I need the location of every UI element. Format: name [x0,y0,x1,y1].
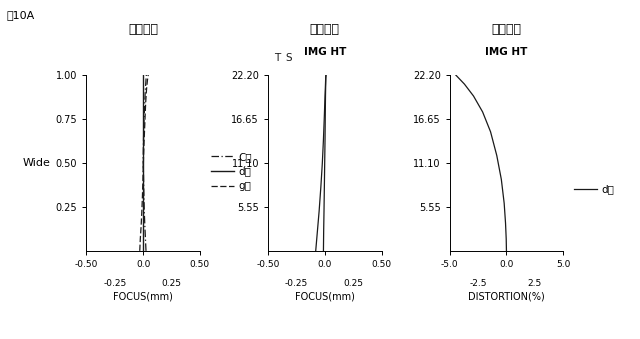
Text: -0.25: -0.25 [285,279,308,287]
Text: 球面収差: 球面収差 [128,23,158,36]
Text: -2.5: -2.5 [469,279,487,287]
Text: T: T [274,54,280,63]
Text: 0.25: 0.25 [343,279,363,287]
X-axis label: DISTORTION(%): DISTORTION(%) [468,291,545,301]
Text: IMG HT: IMG HT [303,47,346,57]
Text: 0.25: 0.25 [161,279,182,287]
Legend: d線: d線 [574,184,614,194]
Legend: C線, d線, g線: C線, d線, g線 [211,152,252,191]
Text: IMG HT: IMG HT [485,47,527,57]
X-axis label: FOCUS(mm): FOCUS(mm) [113,291,173,301]
Text: 2.5: 2.5 [528,279,542,287]
Text: 図10A: 図10A [6,10,35,20]
Text: Wide: Wide [22,158,51,168]
X-axis label: FOCUS(mm): FOCUS(mm) [295,291,355,301]
Text: -0.25: -0.25 [103,279,127,287]
Text: 非点収差: 非点収差 [310,23,340,36]
Text: S: S [285,54,292,63]
Text: 歪曲収差: 歪曲収差 [492,23,522,36]
